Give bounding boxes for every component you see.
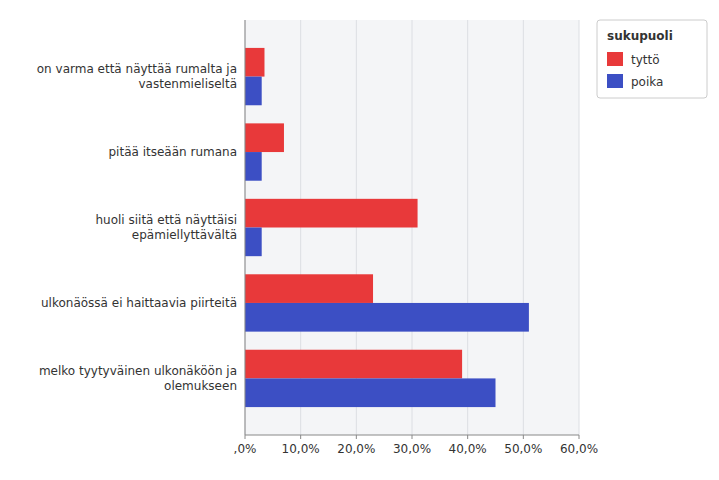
tick-mark — [467, 435, 468, 439]
legend-title: sukupuoli — [607, 29, 673, 43]
legend-label: poika — [631, 75, 663, 89]
legend-swatch — [607, 52, 623, 66]
tick-mark — [356, 435, 357, 439]
tick-label: 50,0% — [504, 442, 542, 456]
tick-label: 60,0% — [560, 442, 598, 456]
tick-label: 40,0% — [449, 442, 487, 456]
legend-label: tyttö — [631, 53, 660, 67]
category-label: pitää itseään rumana — [108, 145, 237, 159]
plot-background — [245, 20, 579, 435]
bar — [245, 152, 262, 181]
grid-line — [467, 20, 468, 435]
y-axis: melko tyytyväinen ulkonäköön jaolemuksee… — [37, 62, 237, 393]
chart-container: ,0% 10,0% 20,0% 30,0% 40,0% 50,0% 60,0% melko t… — [0, 0, 719, 480]
bar — [245, 303, 529, 332]
tick-label: 10,0% — [282, 442, 320, 456]
bars — [245, 48, 529, 407]
y-axis-line — [245, 20, 246, 435]
bar — [245, 350, 462, 379]
category-label: melko tyytyväinen ulkonäköön jaolemuksee… — [39, 364, 237, 393]
tick-mark — [523, 435, 524, 439]
tick-mark — [300, 435, 301, 439]
bar — [245, 199, 418, 228]
grid — [245, 20, 579, 435]
x-axis: ,0% 10,0% 20,0% 30,0% 40,0% 50,0% 60,0% — [234, 435, 598, 456]
grid-line — [523, 20, 524, 435]
grid-line — [579, 20, 580, 435]
legend-box — [597, 20, 707, 98]
tick-mark — [245, 435, 246, 439]
tick-label: ,0% — [234, 442, 257, 456]
category-label: huoli siitä että näyttäisiepämiellyttävä… — [95, 213, 237, 242]
legend-swatch — [607, 74, 623, 88]
bar — [245, 123, 284, 152]
chart-svg: ,0% 10,0% 20,0% 30,0% 40,0% 50,0% 60,0% melko t… — [0, 0, 719, 480]
tick-label: 30,0% — [393, 442, 431, 456]
tick-mark — [412, 435, 413, 439]
x-axis-line — [245, 435, 579, 436]
category-label: ulkonäössä ei haittaavia piirteitä — [41, 296, 237, 310]
bar — [245, 274, 373, 303]
legend: sukupuoli tyttö poika — [597, 20, 707, 98]
grid-line — [245, 20, 246, 435]
bar — [245, 378, 496, 407]
bar — [245, 228, 262, 257]
bar — [245, 48, 264, 77]
tick-mark — [579, 435, 580, 439]
tick-label: 20,0% — [337, 442, 375, 456]
category-label: on varma että näyttää rumalta javastenmi… — [37, 62, 237, 91]
bar — [245, 77, 262, 106]
